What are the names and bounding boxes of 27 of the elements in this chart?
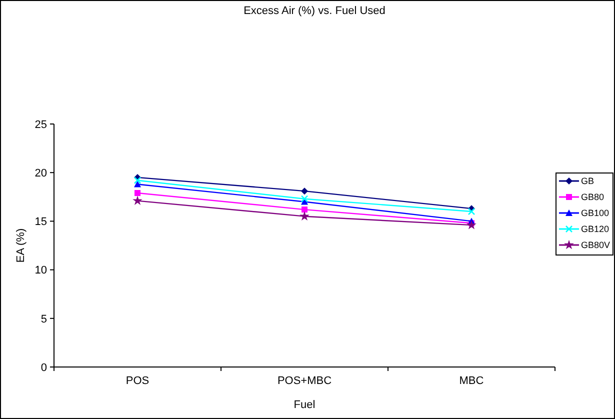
x-axis-title: Fuel: [294, 399, 316, 411]
point: [468, 208, 476, 216]
x-tick-label: POS: [126, 375, 150, 387]
point: [134, 190, 140, 196]
legend-label: GB80: [581, 192, 604, 202]
point: [300, 211, 310, 221]
y-tick-label: 0: [40, 362, 47, 374]
y-tick-label: 20: [34, 167, 47, 180]
legend-label: GB: [581, 176, 594, 186]
chart-title: Excess Air (%) vs. Fuel Used: [244, 5, 386, 17]
x-tick-label: MBC: [459, 375, 484, 387]
point: [301, 188, 308, 195]
y-tick-label: 25: [34, 118, 47, 131]
point: [466, 220, 476, 230]
legend-label: GB120: [581, 224, 610, 234]
y-tick-label: 10: [34, 264, 47, 277]
point: [134, 180, 141, 188]
y-tick-label: 15: [34, 216, 47, 228]
y-axis-title: EA (%): [15, 228, 27, 263]
point: [300, 195, 308, 202]
point: [132, 196, 142, 205]
point: [302, 206, 308, 213]
point: [134, 176, 142, 184]
y-tick-label: 5: [40, 313, 47, 326]
legend-label: GB80V: [581, 240, 610, 250]
legend-label: GB100: [581, 208, 610, 218]
x-tick-label: POS+MBC: [277, 375, 332, 387]
